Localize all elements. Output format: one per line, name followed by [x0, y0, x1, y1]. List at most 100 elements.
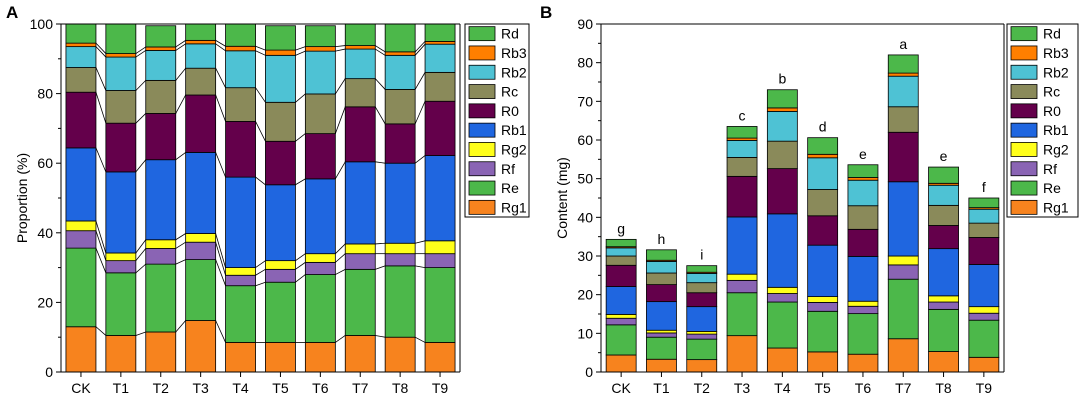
- bar-segment-r0-t8: [384, 123, 416, 164]
- bar-segment-re-t7: [344, 268, 376, 336]
- bar-segment-rg1-t9: [968, 356, 1000, 373]
- connector-line: [295, 133, 306, 142]
- connector-line: [135, 80, 147, 91]
- bar-segment-rg1-t7: [887, 338, 919, 373]
- bar-segment-rg2-ck: [65, 220, 97, 232]
- connector-line: [135, 46, 146, 54]
- bar-segment-re-t1: [105, 272, 137, 336]
- x-tick-label-t2: T2: [153, 380, 170, 396]
- bar-segment-rb3-t7: [887, 72, 919, 77]
- connector-line: [135, 263, 147, 274]
- bar-segment-rd-t4: [766, 89, 798, 109]
- bar-segment-rg2-t5: [807, 296, 839, 303]
- connector-line: [175, 67, 186, 81]
- bar-segment-rb2-t5: [265, 54, 296, 103]
- bar-segment-rb2-t1: [646, 261, 677, 274]
- connector-line: [255, 260, 266, 268]
- bar-segment-rg2-t7: [887, 255, 919, 266]
- significance-label-t5: d: [819, 119, 827, 135]
- legend-swatch-rg2: [1010, 142, 1038, 157]
- bar-segment-re-t6: [847, 313, 879, 355]
- bar-segment-rd-t2: [145, 25, 177, 48]
- x-tick-label-ck: CK: [71, 380, 91, 396]
- bar-segment-rb1-t4: [225, 176, 256, 268]
- x-tick-label-t7: T7: [352, 380, 369, 396]
- x-tick-label-t9: T9: [432, 380, 449, 396]
- x-tick-label-t3: T3: [734, 380, 751, 396]
- connector-line: [175, 241, 186, 249]
- bar-segment-rg1-t8: [928, 351, 959, 373]
- bar-segment-rf-t4: [766, 293, 798, 303]
- bar-segment-rg2-t6: [847, 300, 879, 307]
- bar-segment-re-ck: [65, 247, 97, 328]
- panel-label-b: B: [540, 3, 552, 22]
- bar-segment-rb1-t8: [384, 162, 416, 244]
- bar-segment-rf-t1: [646, 332, 677, 338]
- connector-line: [295, 253, 306, 261]
- legend-swatch-rd: [1010, 26, 1038, 42]
- connector-line: [95, 147, 107, 173]
- connector-line: [215, 233, 226, 268]
- bar-segment-r0-t5: [265, 140, 296, 186]
- bar-segment-rg2-t5: [265, 260, 296, 270]
- y-tick-label: 40: [577, 209, 593, 225]
- bar-segment-rg2-t2: [145, 239, 177, 249]
- bar-segment-rb1-t6: [304, 178, 336, 255]
- connector-line: [375, 48, 386, 56]
- x-tick-label-t5: T5: [272, 380, 289, 396]
- connector-line: [135, 331, 146, 336]
- connector-line: [295, 93, 306, 103]
- connector-line: [175, 40, 186, 48]
- bar-segment-rd-t4: [225, 23, 256, 47]
- x-tick-label-t6: T6: [855, 380, 872, 396]
- legend-label-rd: Rd: [501, 26, 519, 42]
- bar-segment-rf-t9: [424, 253, 456, 268]
- bar-segment-rd-t5: [265, 25, 296, 51]
- bar-segment-r0-t4: [766, 168, 798, 215]
- connector-line: [295, 274, 306, 283]
- bar-segment-rb1-t2: [686, 306, 718, 332]
- bar-segment-rf-t9: [968, 312, 1000, 321]
- bar-segment-rb1-t3: [185, 152, 217, 234]
- bar-segment-rb1-t5: [807, 244, 839, 297]
- connector-line: [215, 68, 226, 88]
- bar-segment-rb2-t6: [847, 179, 879, 207]
- legend-label-rb3: Rb3: [1043, 45, 1069, 61]
- connector-line: [95, 220, 107, 254]
- bar-segment-rg2-t1: [105, 252, 137, 262]
- connector-line: [215, 259, 226, 286]
- bar-segment-rg2-t4: [766, 286, 798, 294]
- connector-line: [375, 242, 386, 245]
- bar-segment-r0-t4: [225, 121, 256, 178]
- legend-swatch-rg1: [1010, 199, 1038, 215]
- connector-line: [215, 242, 226, 276]
- bar-segment-rd-t8: [928, 166, 959, 184]
- connector-line: [375, 45, 386, 53]
- significance-label-t8: e: [940, 148, 948, 164]
- connector-line: [95, 92, 107, 124]
- bar-segment-rg2-t9: [424, 240, 456, 255]
- connector-line: [255, 87, 266, 103]
- bar-segment-rd-t3: [185, 23, 217, 41]
- bar-segment-rb1-t6: [847, 255, 879, 302]
- bar-segment-rg1-t5: [807, 351, 839, 373]
- legend-swatch-rb3: [468, 45, 496, 61]
- bar-segment-rc-t4: [225, 87, 256, 122]
- bar-segment-rg2-t7: [344, 243, 376, 255]
- y-tick-label: 20: [577, 287, 593, 303]
- bar-segment-rg1-t6: [304, 342, 336, 373]
- bar-segment-r0-t6: [304, 133, 336, 180]
- bar-segment-rb2-t6: [304, 50, 336, 95]
- bar-segment-rg2-t6: [304, 253, 336, 263]
- bar-segment-rd-t5: [807, 137, 839, 155]
- bar-segment-rd-t6: [304, 25, 336, 48]
- bar-segment-rg2-t3: [185, 233, 217, 243]
- legend-label-rc: Rc: [501, 84, 518, 100]
- legend-label-rb2: Rb2: [501, 64, 527, 80]
- bar-segment-rc-t9: [424, 71, 456, 102]
- bar-segment-r0-t2: [686, 292, 718, 308]
- legend-swatch-re: [1010, 180, 1038, 196]
- legend-label-re: Re: [501, 180, 519, 196]
- significance-label-t2: i: [700, 247, 703, 263]
- bar-segment-rb1-ck: [65, 147, 97, 222]
